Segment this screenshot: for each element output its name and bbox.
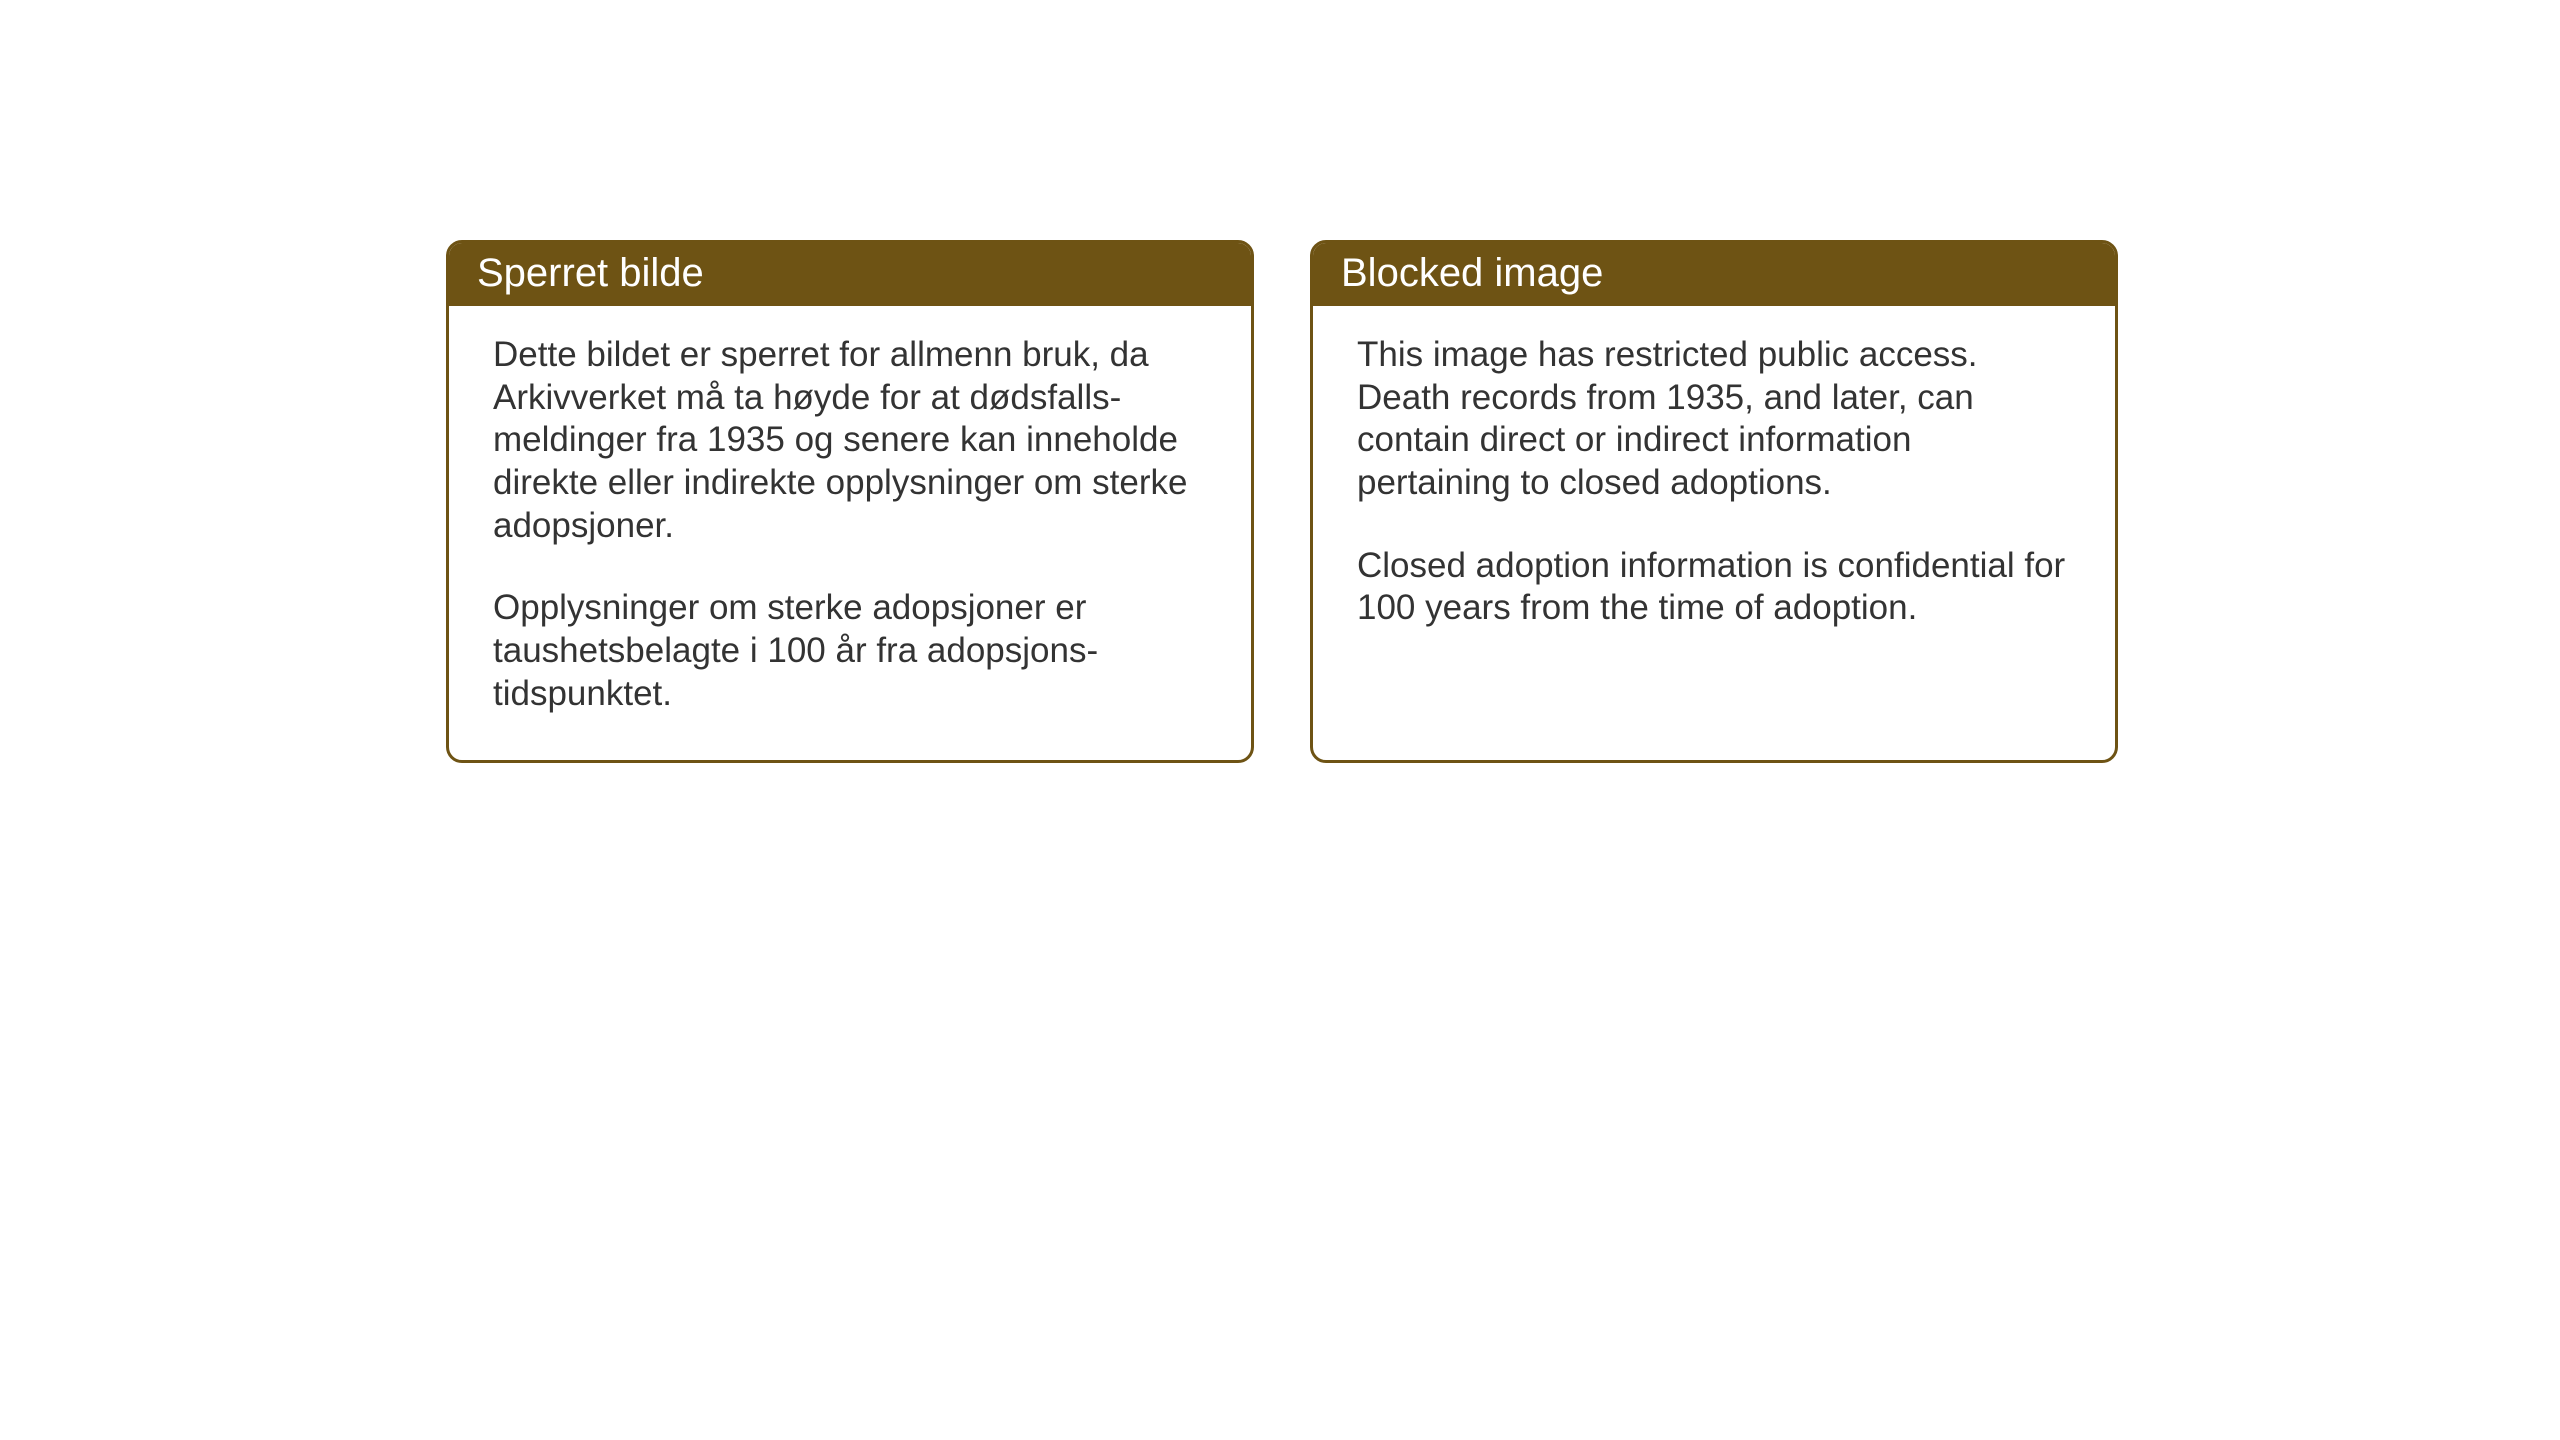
notice-paragraph-1-english: This image has restricted public access.…: [1357, 334, 2071, 505]
notice-header-norwegian: Sperret bilde: [449, 243, 1251, 306]
notice-paragraph-2-english: Closed adoption information is confident…: [1357, 545, 2071, 630]
notice-title-norwegian: Sperret bilde: [477, 251, 704, 295]
notice-body-english: This image has restricted public access.…: [1313, 306, 2115, 736]
notice-card-english: Blocked image This image has restricted …: [1310, 240, 2118, 763]
notice-paragraph-1-norwegian: Dette bildet er sperret for allmenn bruk…: [493, 334, 1207, 547]
notice-title-english: Blocked image: [1341, 251, 1603, 295]
notice-body-norwegian: Dette bildet er sperret for allmenn bruk…: [449, 306, 1251, 760]
notice-paragraph-2-norwegian: Opplysninger om sterke adopsjoner er tau…: [493, 587, 1207, 715]
notice-card-norwegian: Sperret bilde Dette bildet er sperret fo…: [446, 240, 1254, 763]
notice-header-english: Blocked image: [1313, 243, 2115, 306]
notice-container: Sperret bilde Dette bildet er sperret fo…: [446, 240, 2118, 763]
